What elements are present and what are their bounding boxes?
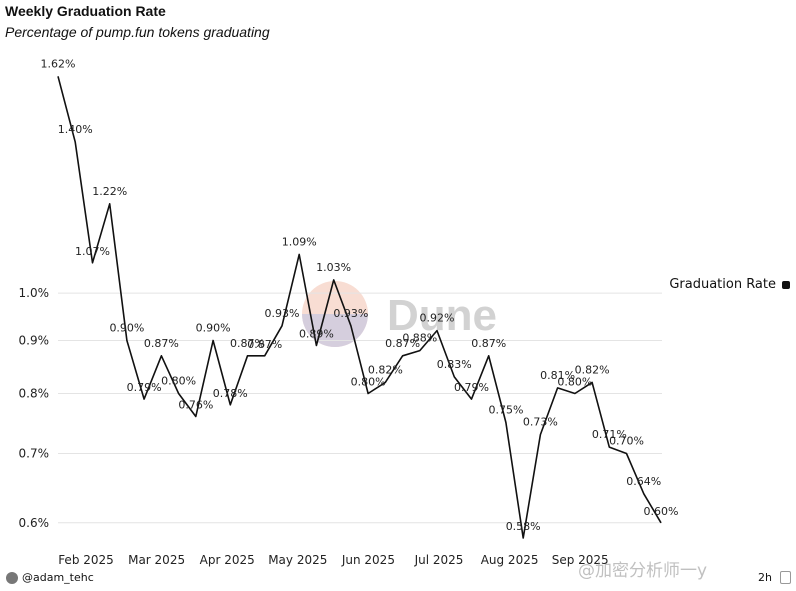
data-label: 0.87% xyxy=(385,337,420,350)
data-label: 1.22% xyxy=(92,185,127,198)
data-label: 0.82% xyxy=(575,363,610,376)
data-label: 0.79% xyxy=(454,381,489,394)
share-icon[interactable] xyxy=(780,571,791,584)
data-label: 0.90% xyxy=(109,322,144,335)
data-label: 0.82% xyxy=(368,363,403,376)
data-label: 0.93% xyxy=(333,307,368,320)
legend-swatch xyxy=(782,280,790,289)
data-label: 0.80% xyxy=(161,374,196,387)
data-label: 0.83% xyxy=(437,358,472,371)
data-label: 0.58% xyxy=(506,520,541,533)
data-label: 0.71% xyxy=(592,428,627,441)
x-tick-label: Mar 2025 xyxy=(128,553,185,567)
x-tick-label: Aug 2025 xyxy=(481,553,539,567)
y-tick-label: 0.8% xyxy=(19,386,50,400)
data-label: 1.03% xyxy=(316,261,351,274)
data-label: 1.07% xyxy=(75,245,110,258)
avatar xyxy=(6,571,18,584)
data-label: 1.09% xyxy=(282,235,317,248)
author-handle: @adam_tehc xyxy=(22,571,94,584)
data-label: 0.73% xyxy=(523,416,558,429)
x-tick-label: Apr 2025 xyxy=(200,553,255,567)
x-tick-label: Sep 2025 xyxy=(552,553,609,567)
data-label: 0.92% xyxy=(420,312,455,325)
x-tick-label: Jun 2025 xyxy=(341,553,395,567)
data-label: 0.81% xyxy=(540,369,575,382)
y-tick-label: 0.6% xyxy=(19,516,50,530)
chart-subtitle: Percentage of pump.fun tokens graduating xyxy=(5,24,270,40)
data-label: 0.89% xyxy=(299,328,334,341)
data-label: 0.79% xyxy=(127,381,162,394)
data-label: 1.40% xyxy=(58,123,93,136)
x-tick-label: Feb 2025 xyxy=(58,553,114,567)
data-label: 1.62% xyxy=(41,57,76,70)
data-label: 0.64% xyxy=(626,475,661,488)
data-label: 0.75% xyxy=(488,403,523,416)
data-label: 0.87% xyxy=(471,337,506,350)
data-label: 0.70% xyxy=(609,434,644,447)
data-label: 0.90% xyxy=(196,322,231,335)
data-label: 0.93% xyxy=(264,307,299,320)
author-credit[interactable]: @adam_tehc xyxy=(6,571,94,584)
data-label: 0.78% xyxy=(213,387,248,400)
data-label: 0.87% xyxy=(247,338,282,351)
data-label: 0.80% xyxy=(557,375,592,388)
x-tick-label: Jul 2025 xyxy=(414,553,464,567)
y-tick-label: 0.9% xyxy=(19,334,50,348)
legend[interactable]: Graduation Rate xyxy=(669,277,790,292)
dune-logo-text: Dune xyxy=(387,291,497,340)
age-badge: 2h xyxy=(758,571,772,584)
watermark-text: @加密分析师一y xyxy=(578,561,708,581)
data-label: 0.88% xyxy=(402,332,437,345)
legend-label: Graduation Rate xyxy=(669,277,776,292)
data-label: 0.87% xyxy=(230,337,265,350)
y-tick-label: 0.7% xyxy=(19,446,50,460)
chart-title: Weekly Graduation Rate xyxy=(5,3,166,19)
data-label: 0.76% xyxy=(178,399,213,412)
x-tick-label: May 2025 xyxy=(268,553,327,567)
series-line-graduation-rate xyxy=(57,76,662,539)
y-tick-label: 1.0% xyxy=(19,286,50,300)
data-label: 0.80% xyxy=(351,375,386,388)
data-label: 0.87% xyxy=(144,337,179,350)
data-label: 0.60% xyxy=(644,505,679,518)
